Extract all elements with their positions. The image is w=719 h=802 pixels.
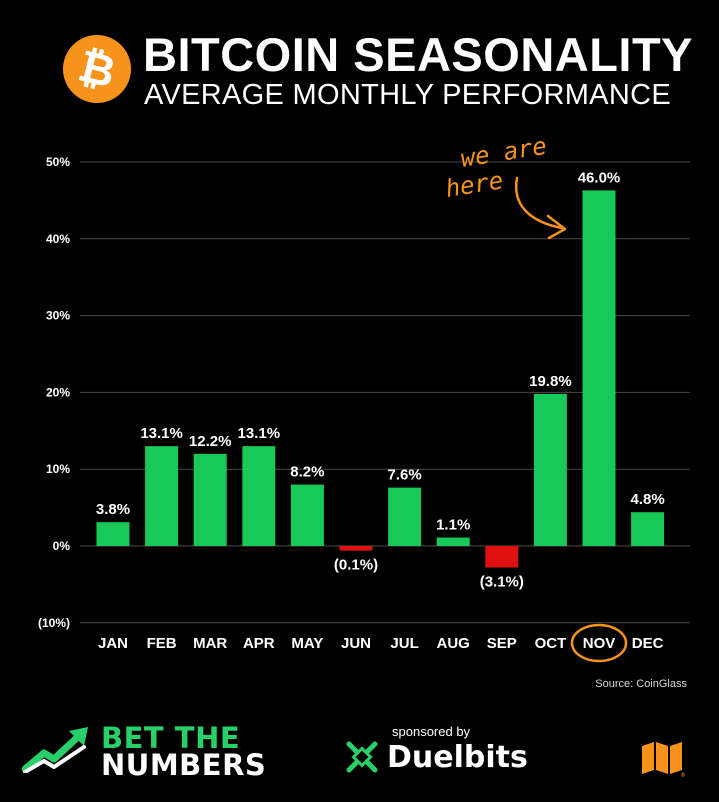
bar-jun — [339, 546, 373, 551]
annotation-arrow — [514, 176, 564, 230]
annotation-arrowhead — [546, 214, 567, 240]
bar-feb — [145, 446, 179, 546]
sponsored-by-label: sponsored by — [392, 724, 471, 739]
x-tick-label: MAR — [193, 635, 227, 652]
bar-sep — [485, 546, 519, 568]
chart-title: BITCOIN SEASONALITY — [143, 28, 694, 81]
data-label: 46.0% — [578, 169, 621, 186]
y-tick-label: 10% — [46, 462, 70, 476]
data-label: 8.2% — [290, 464, 324, 481]
chart-subtitle: AVERAGE MONTHLY PERFORMANCE — [144, 79, 671, 111]
bar-nov — [582, 190, 616, 546]
bar-oct — [533, 393, 567, 546]
bar-may — [290, 484, 324, 546]
bitcoin-symbol: ₿ — [73, 39, 121, 99]
bar-dec — [631, 512, 665, 546]
data-label: 1.1% — [436, 517, 470, 534]
y-tick-label: 20% — [46, 385, 70, 399]
data-label: 4.8% — [630, 491, 664, 508]
data-label: 13.1% — [140, 425, 183, 442]
source-note: Source: CoinGlass — [595, 678, 687, 690]
bet-the-text: BET THE — [101, 721, 241, 755]
x-tick-label: FEB — [147, 635, 177, 652]
annotation-text: here — [444, 166, 505, 203]
x-tick-label: APR — [243, 635, 275, 652]
y-tick-label: (10%) — [38, 616, 70, 630]
bar-jan — [96, 522, 130, 546]
x-tick-label: MAY — [291, 635, 323, 652]
numbers-text: NUMBERS — [101, 748, 267, 782]
annotation-text: we are — [459, 132, 549, 173]
footer: BET THE NUMBERS sponsored by Duelbits ® — [0, 715, 719, 802]
bar-chart: 50% 40% 30% 20% 10% 0% (10%) 3.8% JAN 13.1% FEB 12.… — [38, 132, 690, 663]
data-label: (0.1%) — [334, 557, 378, 574]
x-tick-label: JUN — [341, 635, 371, 652]
x-tick-label: JAN — [98, 635, 128, 652]
brand-mark-icon: ® — [642, 742, 686, 778]
x-tick-label: NOV — [583, 635, 616, 652]
x-tick-label: SEP — [487, 635, 517, 652]
x-tick-label: DEC — [632, 635, 664, 652]
data-label: (3.1%) — [480, 574, 524, 591]
y-tick-label: 50% — [46, 155, 70, 169]
y-tick-label: 0% — [53, 539, 71, 553]
x-tick-label: JUL — [390, 635, 418, 652]
data-label: 19.8% — [529, 373, 572, 390]
bet-the-numbers-logo: BET THE NUMBERS — [101, 721, 267, 782]
data-label: 12.2% — [189, 433, 232, 450]
bitcoin-icon: ₿ — [63, 35, 131, 103]
x-tick-label: OCT — [535, 635, 567, 652]
data-label: 3.8% — [96, 501, 130, 518]
bar-mar — [193, 453, 227, 546]
y-tick-label: 40% — [46, 232, 70, 246]
trend-chart-icon — [22, 727, 88, 773]
x-tick-label: AUG — [437, 635, 470, 652]
duelbits-swords-icon — [346, 741, 378, 773]
bar-aug — [436, 537, 470, 546]
y-tick-label: 30% — [46, 309, 70, 323]
duelbits-logo-text: Duelbits — [387, 740, 528, 775]
bar-jul — [388, 487, 422, 546]
data-label: 13.1% — [238, 425, 281, 442]
highlight-circle — [570, 623, 628, 663]
data-label: 7.6% — [387, 467, 421, 484]
header: ₿ BITCOIN SEASONALITY AVERAGE MONTHLY PE… — [0, 0, 719, 120]
svg-text:®: ® — [680, 772, 686, 778]
bar-apr — [242, 446, 276, 546]
